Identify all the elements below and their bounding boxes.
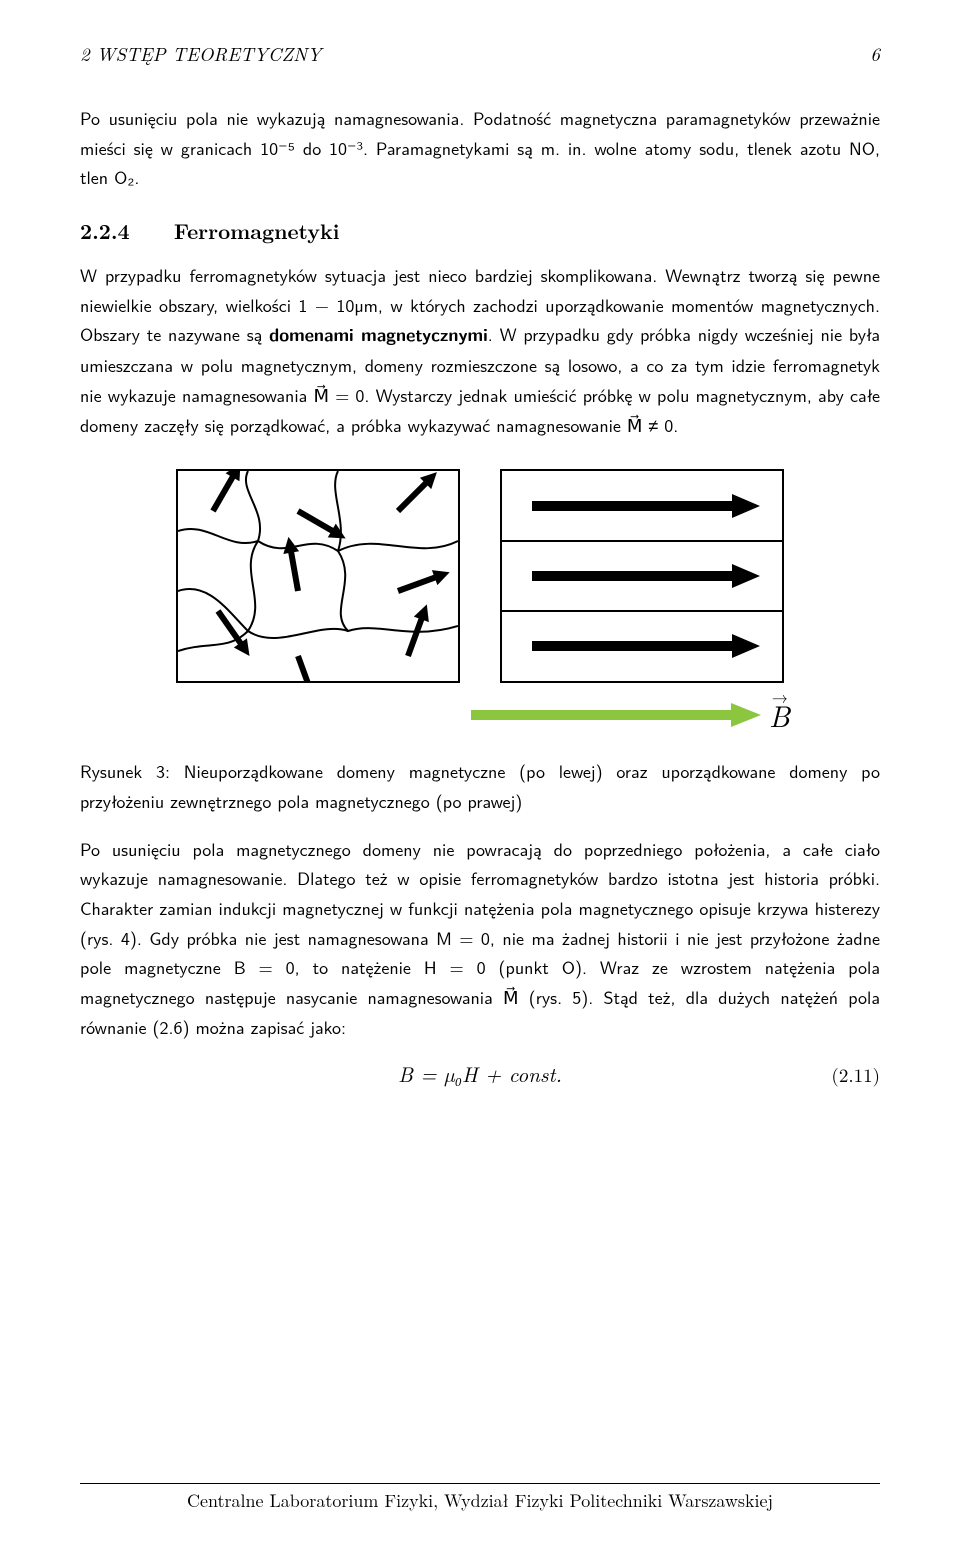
header-left: 2 WSTĘP TEORETYCZNY <box>80 40 321 67</box>
term-domeny: domenami magnetycznymi <box>269 322 488 347</box>
b-field-arrow-row: → B <box>170 693 790 736</box>
b-vector-arrow: → <box>772 685 788 708</box>
page-footer: Centralne Laboratorium Fizyki, Wydział F… <box>80 1483 880 1513</box>
figure-3 <box>80 469 880 683</box>
figure-right-svg <box>502 471 782 681</box>
section-heading: 2.2.4 Ferromagnetyki <box>80 216 880 246</box>
figure-right-box <box>500 469 784 683</box>
body-text: Po usunięciu pola nie wykazują namagneso… <box>80 103 880 1089</box>
b-arrow-shaft <box>471 710 731 720</box>
b-arrow-head <box>731 703 761 727</box>
running-header: 2 WSTĘP TEORETYCZNY 6 <box>80 40 880 67</box>
b-field-arrow <box>471 703 761 727</box>
paragraph-2: W przypadku ferromagnetyków sytuacja jes… <box>80 260 880 439</box>
equation-2-11: B⃗ = µ₀H⃗ + const. (2.11) <box>80 1059 880 1089</box>
footer-text: Centralne Laboratorium Fizyki, Wydział F… <box>187 1488 773 1513</box>
header-page-number: 6 <box>870 40 880 67</box>
equation-body: B⃗ = µ₀H⃗ + const. <box>398 1059 562 1089</box>
b-field-label: → B <box>769 693 790 736</box>
section-number: 2.2.4 <box>80 216 130 246</box>
figure-left-svg <box>178 471 458 681</box>
equation-number: (2.11) <box>831 1061 880 1088</box>
figure-left-box <box>176 469 460 683</box>
figure-3-caption: Rysunek 3: Nieuporządkowane domeny magne… <box>80 756 880 815</box>
section-title: Ferromagnetyki <box>174 216 340 246</box>
page: 2 WSTĘP TEORETYCZNY 6 Po usunięciu pola … <box>0 0 960 1541</box>
paragraph-3: Po usunięciu pola magnetycznego domeny n… <box>80 834 880 1042</box>
paragraph-1: Po usunięciu pola nie wykazują namagneso… <box>80 103 880 192</box>
